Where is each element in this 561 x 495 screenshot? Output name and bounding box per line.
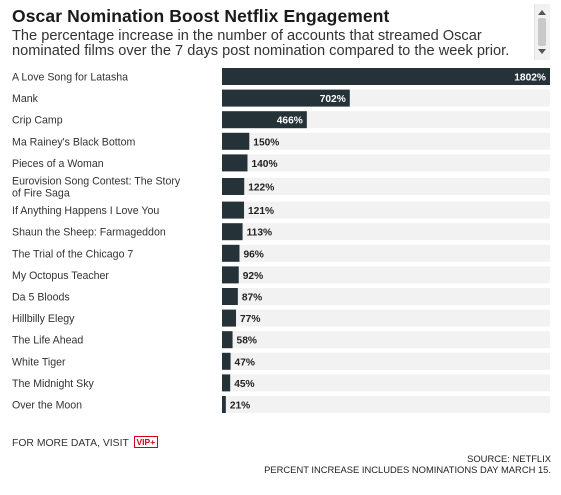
- category-label: Eurovision Song Contest: The Story of Fir…: [12, 176, 181, 200]
- value-label: 121%: [248, 206, 274, 217]
- bar-track: [222, 201, 550, 219]
- source-note: SOURCE: NETFLIX: [467, 453, 551, 464]
- category-label: Over the Moon: [12, 400, 82, 412]
- category-label: Crip Camp: [12, 115, 63, 127]
- value-label: 47%: [235, 357, 255, 368]
- bar: [222, 68, 550, 85]
- more-data-note: FOR MORE DATA, VISIT VIP+: [12, 436, 159, 449]
- category-label: Shaun the Sheep: Farmageddon: [12, 227, 166, 239]
- value-label: 150%: [253, 137, 279, 148]
- value-label: 466%: [277, 116, 303, 127]
- bar-track: [222, 374, 550, 392]
- bar: [222, 132, 250, 150]
- category-label: The Trial of the Chicago 7: [12, 248, 133, 260]
- bar-track: [222, 396, 550, 413]
- value-label: 702%: [320, 94, 346, 105]
- bar-track: [222, 266, 550, 284]
- bar-track: [222, 288, 550, 305]
- bar-track: [222, 309, 550, 327]
- bar-track: [222, 154, 550, 172]
- value-label: 96%: [243, 249, 263, 260]
- category-label: My Octopus Teacher: [12, 270, 109, 282]
- value-label: 21%: [230, 401, 250, 412]
- chart-header: Oscar Nomination Boost Netflix Engagemen…: [12, 4, 522, 59]
- bar: [222, 201, 245, 219]
- category-label: Mank: [12, 93, 39, 105]
- scroll-up-arrow-icon[interactable]: [538, 10, 546, 15]
- category-label: The Life Ahead: [12, 335, 83, 347]
- bar-track: [222, 352, 550, 370]
- bar: [222, 266, 239, 284]
- value-label: 92%: [243, 271, 263, 282]
- bar: [222, 396, 226, 413]
- value-label: 77%: [240, 314, 260, 325]
- category-label: Ma Rainey's Black Bottom: [12, 136, 135, 148]
- chart-subtitle: The percentage increase in the number of…: [12, 28, 510, 59]
- bar: [222, 89, 350, 107]
- scroll-down-arrow-icon[interactable]: [538, 49, 546, 54]
- value-label: 58%: [237, 336, 257, 347]
- bar: [222, 111, 307, 129]
- bar-track: [222, 132, 550, 150]
- chart-footer: SOURCE: NETFLIX PERCENT INCREASE INCLUDE…: [264, 453, 551, 475]
- value-label: 122%: [248, 183, 274, 194]
- more-data-text: FOR MORE DATA, VISIT: [12, 438, 129, 449]
- bar: [222, 223, 243, 241]
- value-label: 87%: [242, 293, 262, 304]
- vip-plus-link[interactable]: VIP+: [133, 436, 159, 448]
- bar-track: [222, 178, 550, 195]
- chart-title: Oscar Nomination Boost Netflix Engagemen…: [12, 6, 390, 26]
- value-label: 113%: [247, 228, 272, 239]
- category-label: A Love Song for Latasha: [12, 72, 128, 84]
- bar-track: [222, 223, 550, 241]
- category-label: Da 5 Bloods: [12, 292, 70, 304]
- bar: [222, 288, 238, 305]
- scrollbar-thumb[interactable]: [538, 18, 546, 46]
- value-label: 1802%: [514, 73, 546, 84]
- bar: [222, 309, 237, 327]
- category-label: Pieces of a Woman: [12, 158, 104, 170]
- methodology-note: PERCENT INCREASE INCLUDES NOMINATIONS DA…: [264, 463, 551, 475]
- category-label: White Tiger: [12, 356, 66, 368]
- bar: [222, 374, 231, 392]
- bar-track: [222, 244, 550, 262]
- category-label: If Anything Happens I Love You: [12, 205, 159, 217]
- bar: [222, 154, 248, 172]
- bar: [222, 178, 245, 195]
- bar: [222, 331, 233, 349]
- value-label: 140%: [251, 159, 277, 170]
- category-label: The Midnight Sky: [12, 378, 95, 390]
- subtitle-scrollbar[interactable]: [534, 4, 550, 60]
- bar: [222, 352, 231, 370]
- category-label: Hillbilly Elegy: [12, 313, 75, 325]
- bar: [222, 244, 240, 262]
- value-label: 45%: [234, 379, 254, 390]
- bar-track: [222, 331, 550, 349]
